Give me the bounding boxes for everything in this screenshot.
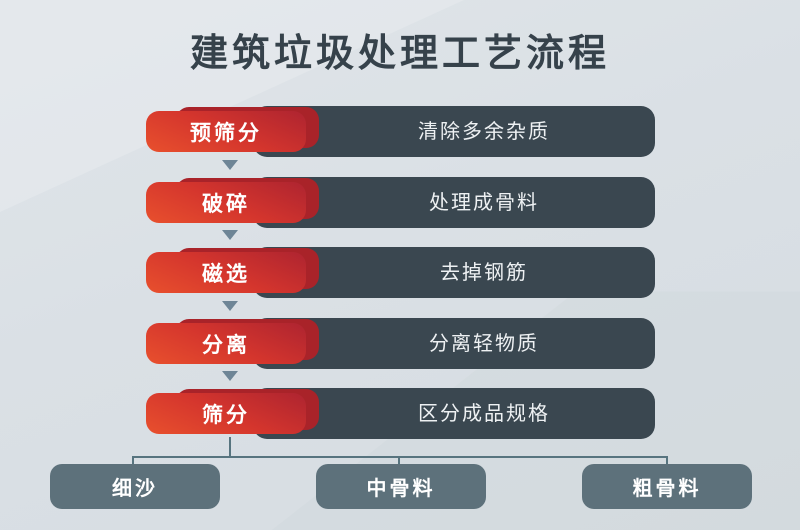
step-description-box: 去掉钢筋 <box>253 247 655 298</box>
step-description: 清除多余杂质 <box>418 119 550 143</box>
step-label-pill: 分离 <box>146 319 319 364</box>
step-description-box: 清除多余杂质 <box>253 106 655 157</box>
step-label: 预筛分 <box>146 111 306 152</box>
step-description: 分离轻物质 <box>429 331 539 355</box>
step-description-box: 区分成品规格 <box>253 388 655 439</box>
process-step-row: 清除多余杂质 预筛分 <box>0 106 800 157</box>
connector-line-horizontal <box>132 456 668 458</box>
step-label-pill: 筛分 <box>146 389 319 434</box>
process-step-row: 去掉钢筋 磁选 <box>0 247 800 298</box>
step-description: 处理成骨料 <box>429 190 539 214</box>
step-label-pill: 破碎 <box>146 178 319 223</box>
step-description: 去掉钢筋 <box>440 260 528 284</box>
process-step-row: 处理成骨料 破碎 <box>0 177 800 228</box>
output-box-fine-sand: 细沙 <box>50 464 220 509</box>
page-title: 建筑垃圾处理工艺流程 <box>189 31 610 75</box>
step-description: 区分成品规格 <box>418 401 550 425</box>
connector-line-vertical <box>229 437 231 457</box>
connector-drop-line <box>666 456 668 465</box>
step-description-box: 处理成骨料 <box>253 177 655 228</box>
connector-drop-line <box>398 456 400 465</box>
step-label: 破碎 <box>146 182 306 223</box>
step-label: 磁选 <box>146 252 306 293</box>
step-label: 筛分 <box>146 393 306 434</box>
step-label-pill: 磁选 <box>146 248 319 293</box>
step-label: 分离 <box>146 323 306 364</box>
flow-arrow-down-icon <box>222 371 238 381</box>
process-step-row: 分离轻物质 分离 <box>0 318 800 369</box>
output-box-medium-aggregate: 中骨料 <box>316 464 486 509</box>
connector-drop-line <box>132 456 134 465</box>
flow-arrow-down-icon <box>222 230 238 240</box>
step-label-pill: 预筛分 <box>146 107 319 152</box>
output-box-coarse-aggregate: 粗骨料 <box>582 464 752 509</box>
flow-arrow-down-icon <box>222 160 238 170</box>
process-step-row: 区分成品规格 筛分 <box>0 388 800 439</box>
step-description-box: 分离轻物质 <box>253 318 655 369</box>
flow-arrow-down-icon <box>222 301 238 311</box>
